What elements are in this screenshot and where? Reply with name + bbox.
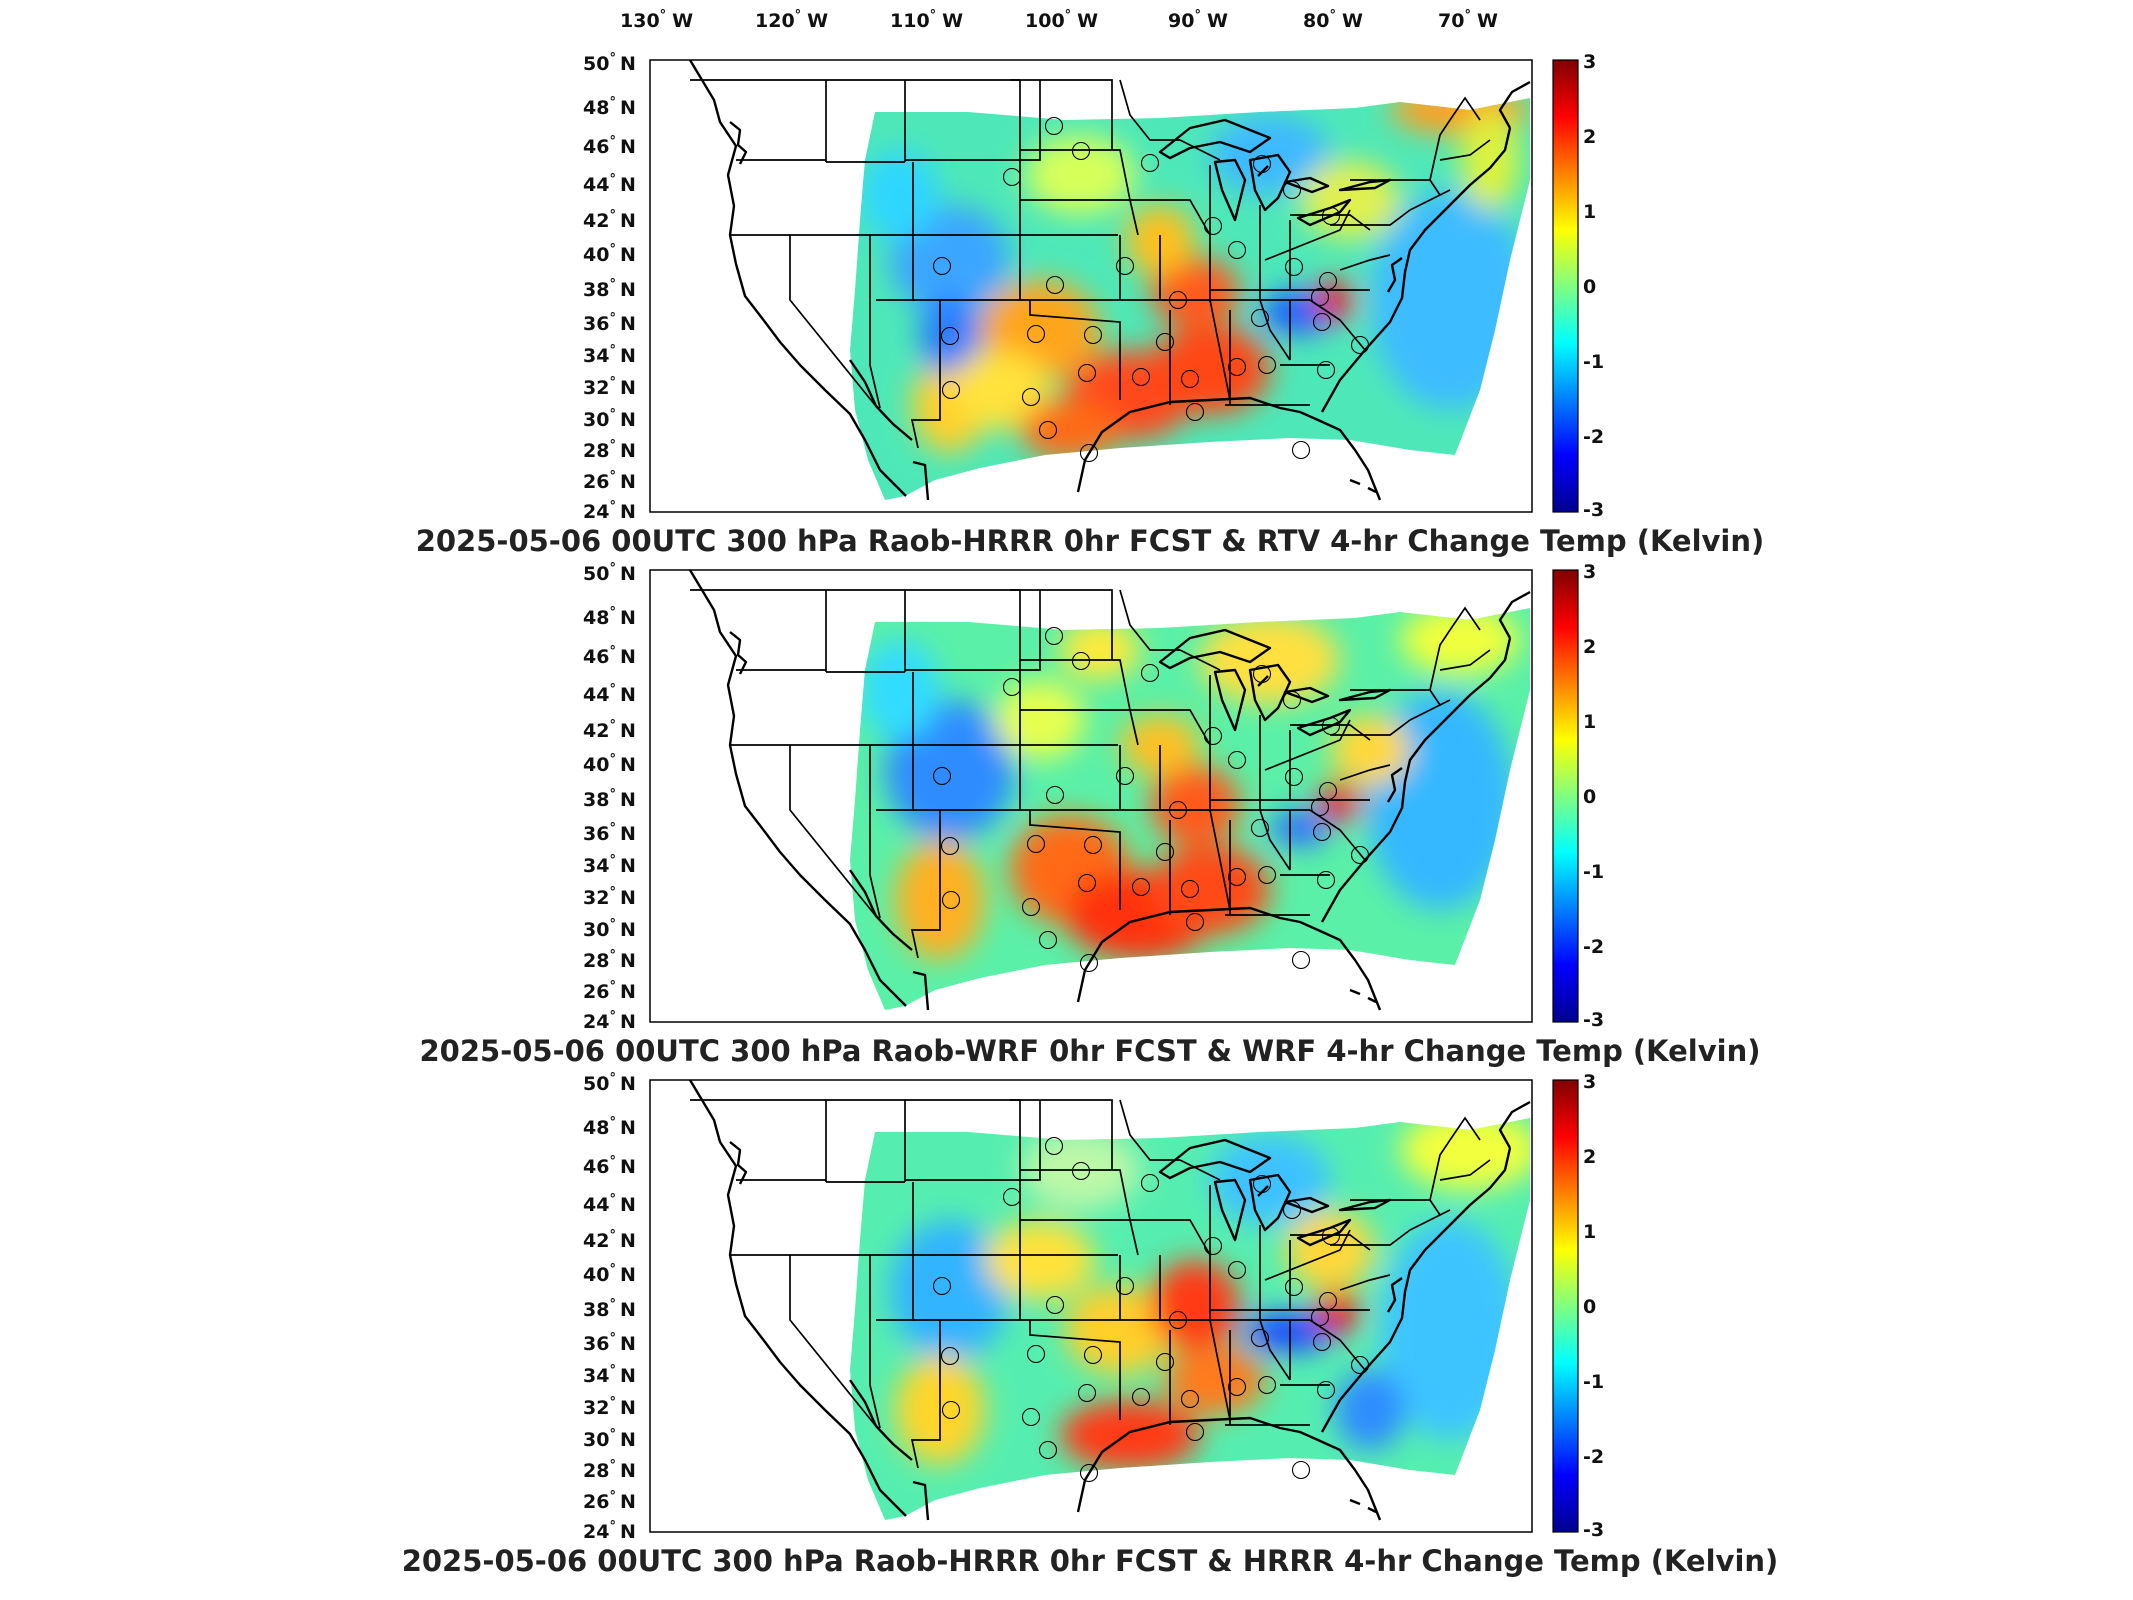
- map-panel-1: 50° N 48° N 46° N 44° N 42° N 40° N 38° N 36° N …: [416, 51, 1765, 558]
- svg-text:2: 2: [1583, 126, 1596, 148]
- colorbar: 3 2 1 0 -1 -2 -3: [1552, 51, 1604, 521]
- panel-title: 2025-05-06 00UTC 300 hPa Raob-HRRR 0hr F…: [416, 524, 1765, 558]
- svg-text:50°N: 50° N: [583, 561, 636, 585]
- svg-text:42°N: 42° N: [583, 1228, 636, 1252]
- longitude-labels: 130° W 120° W 110° W 100° W 90° W 80° W 70° W: [620, 8, 1498, 32]
- svg-text:32°N: 32° N: [583, 1395, 636, 1419]
- lon-label: 80° W: [1303, 8, 1363, 32]
- svg-text:42°N: 42° N: [583, 718, 636, 742]
- svg-text:46°N: 46° N: [583, 1154, 636, 1178]
- svg-text:-1: -1: [1583, 861, 1604, 883]
- svg-text:32°N: 32° N: [583, 885, 636, 909]
- svg-text:38°N: 38° N: [583, 787, 636, 811]
- svg-text:3: 3: [1583, 51, 1596, 73]
- svg-text:48°N: 48° N: [583, 605, 636, 629]
- latitude-labels: 50° N 48° N 46° N 44° N 42° N 40° N 38° N 36° N …: [583, 1071, 636, 1543]
- svg-text:3: 3: [1583, 1071, 1596, 1093]
- svg-text:26°N: 26° N: [583, 1489, 636, 1513]
- svg-text:-2: -2: [1583, 936, 1604, 958]
- panel-title: 2025-05-06 00UTC 300 hPa Raob-WRF 0hr FC…: [419, 1034, 1760, 1068]
- temperature-field: [850, 1118, 1530, 1520]
- svg-text:-3: -3: [1583, 499, 1604, 521]
- panel-title: 2025-05-06 00UTC 300 hPa Raob-HRRR 0hr F…: [402, 1544, 1779, 1578]
- svg-text:30°N: 30° N: [583, 1427, 636, 1451]
- svg-text:36°N: 36° N: [583, 311, 636, 335]
- svg-text:28°N: 28° N: [583, 948, 636, 972]
- svg-text:28°N: 28° N: [583, 1458, 636, 1482]
- map-area: [649, 568, 1533, 1023]
- svg-text:50°N: 50° N: [583, 1071, 636, 1095]
- svg-text:1: 1: [1583, 201, 1596, 223]
- lon-label: 120° W: [755, 8, 828, 32]
- svg-text:26°N: 26° N: [583, 469, 636, 493]
- svg-text:34°N: 34° N: [583, 1363, 636, 1387]
- svg-text:1: 1: [1583, 1221, 1596, 1243]
- svg-text:44°N: 44° N: [583, 172, 636, 196]
- latitude-labels: 50° N 48° N 46° N 44° N 42° N 40° N 38° N 36° N …: [583, 561, 636, 1033]
- svg-text:36°N: 36° N: [583, 821, 636, 845]
- svg-text:0: 0: [1583, 786, 1596, 808]
- latitude-labels: 50° N 48° N 46° N 44° N 42° N 40° N 38° N 36° N …: [583, 51, 636, 523]
- svg-text:48°N: 48° N: [583, 1115, 636, 1139]
- svg-text:24°N: 24° N: [583, 1009, 636, 1033]
- svg-text:34°N: 34° N: [583, 343, 636, 367]
- svg-text:-3: -3: [1583, 1519, 1604, 1541]
- svg-text:38°N: 38° N: [583, 1297, 636, 1321]
- svg-text:0: 0: [1583, 1296, 1596, 1318]
- map-area: [649, 1078, 1533, 1533]
- svg-text:44°N: 44° N: [583, 682, 636, 706]
- lon-label: 130° W: [620, 8, 693, 32]
- temperature-field: [850, 608, 1530, 1010]
- svg-text:24°N: 24° N: [583, 499, 636, 523]
- lon-label: 110° W: [890, 8, 963, 32]
- svg-text:0: 0: [1583, 276, 1596, 298]
- svg-text:44°N: 44° N: [583, 1192, 636, 1216]
- colorbar: 3 2 1 0 -1 -2 -3: [1552, 1071, 1604, 1541]
- svg-text:30°N: 30° N: [583, 917, 636, 941]
- svg-text:38°N: 38° N: [583, 277, 636, 301]
- map-area: [649, 58, 1533, 513]
- svg-text:-2: -2: [1583, 1446, 1604, 1468]
- lon-label: 100° W: [1025, 8, 1098, 32]
- svg-text:-2: -2: [1583, 426, 1604, 448]
- svg-text:30°N: 30° N: [583, 407, 636, 431]
- svg-text:40°N: 40° N: [583, 1262, 636, 1286]
- svg-text:48°N: 48° N: [583, 95, 636, 119]
- colorbar: 3 2 1 0 -1 -2 -3: [1552, 561, 1604, 1031]
- map-panel-2: 50° N 48° N 46° N 44° N 42° N 40° N 38° N 36° N …: [419, 561, 1760, 1068]
- svg-text:40°N: 40° N: [583, 242, 636, 266]
- map-panel-3: 50° N 48° N 46° N 44° N 42° N 40° N 38° N 36° N …: [402, 1071, 1779, 1578]
- svg-text:34°N: 34° N: [583, 853, 636, 877]
- svg-text:26°N: 26° N: [583, 979, 636, 1003]
- svg-text:3: 3: [1583, 561, 1596, 583]
- svg-text:50°N: 50° N: [583, 51, 636, 75]
- svg-text:46°N: 46° N: [583, 134, 636, 158]
- temperature-field: [850, 98, 1530, 500]
- lon-label: 70° W: [1438, 8, 1498, 32]
- lon-label: 90° W: [1168, 8, 1228, 32]
- svg-text:1: 1: [1583, 711, 1596, 733]
- svg-text:42°N: 42° N: [583, 208, 636, 232]
- svg-text:-3: -3: [1583, 1009, 1604, 1031]
- svg-text:2: 2: [1583, 636, 1596, 658]
- svg-text:28°N: 28° N: [583, 438, 636, 462]
- svg-text:2: 2: [1583, 1146, 1596, 1168]
- svg-text:-1: -1: [1583, 1371, 1604, 1393]
- svg-text:32°N: 32° N: [583, 375, 636, 399]
- svg-text:36°N: 36° N: [583, 1331, 636, 1355]
- svg-text:24°N: 24° N: [583, 1519, 636, 1543]
- svg-text:40°N: 40° N: [583, 752, 636, 776]
- svg-text:46°N: 46° N: [583, 644, 636, 668]
- svg-text:-1: -1: [1583, 351, 1604, 373]
